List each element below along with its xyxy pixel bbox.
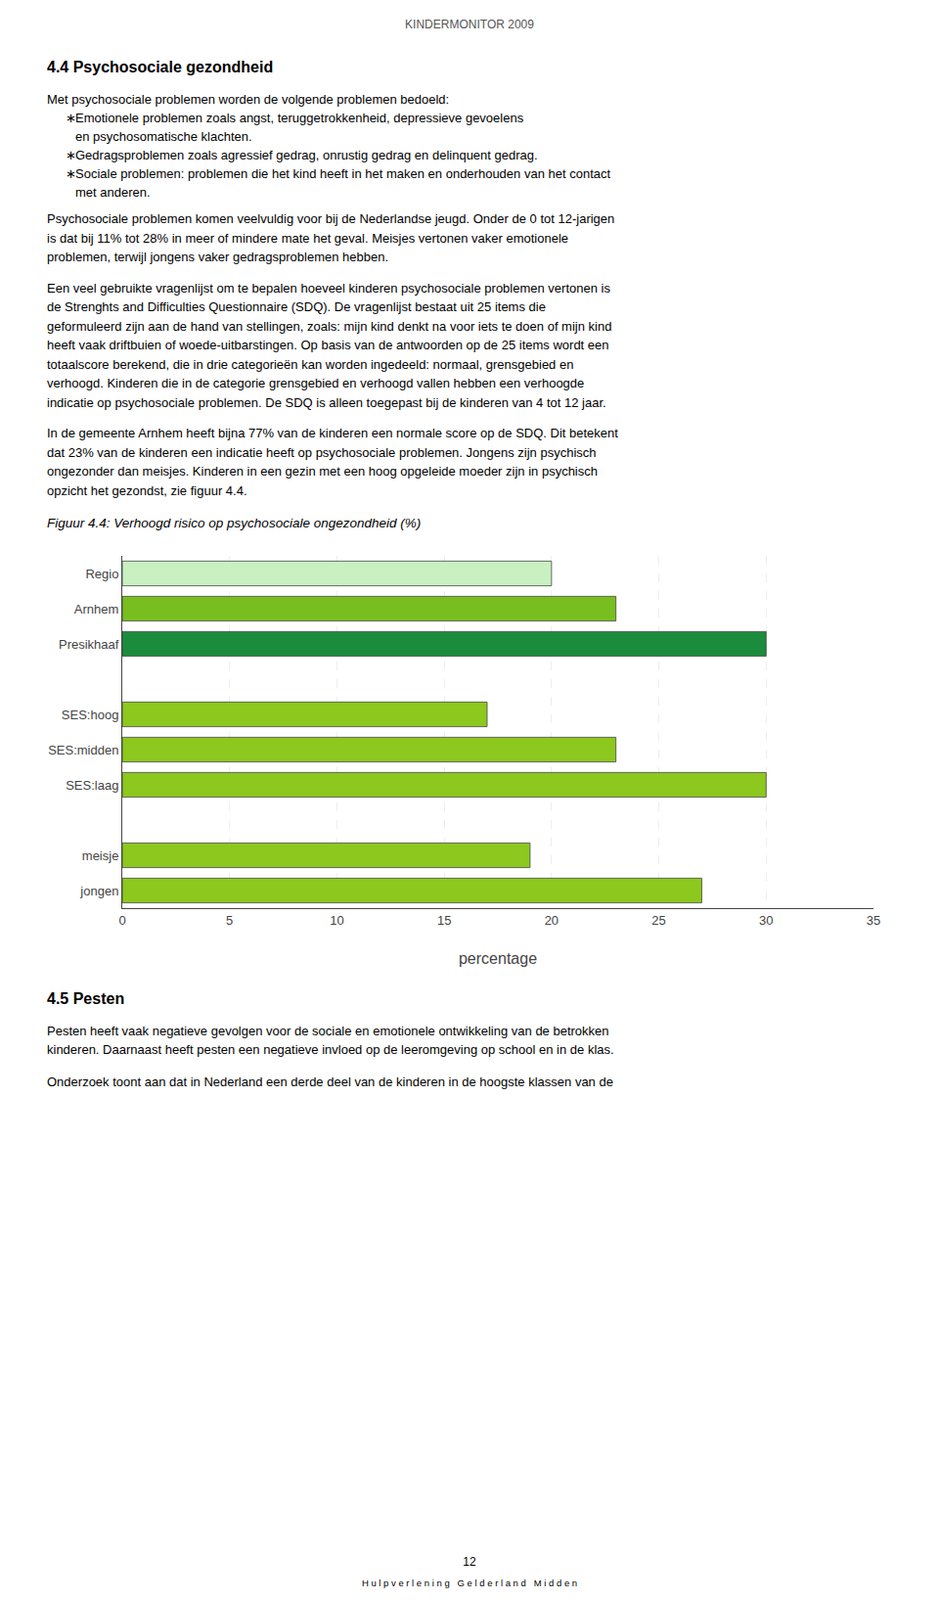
html-text:H u l p v e r l e n i n g G e: H u l p v e r l e n i n g G e l d e r l … [361, 1576, 578, 1588]
svg-text:20: 20 [544, 912, 559, 928]
svg-text:percentage: percentage [458, 949, 537, 967]
html-text:indicatie op psychosociale pro: indicatie op psychosociale problemen. De… [46, 394, 607, 410]
svg-text:meisje: meisje [82, 848, 120, 863]
html-text:∗ Sociale problemen: problemen: ∗ Sociale problemen: problemen die het k… [65, 166, 611, 181]
html-text:Onderzoek toont aan dat in Ned: Onderzoek toont aan dat in Nederland een… [46, 1073, 614, 1089]
svg-text:15: 15 [437, 912, 451, 928]
html-text:Figuur 4.4: Verhoogd risico op: Figuur 4.4: Verhoogd risico op psychosoc… [46, 515, 421, 531]
html-text:ongezonder dan meisjes. Kinder: ongezonder dan meisjes. Kinderen in een … [46, 463, 598, 479]
html-text:dat 23% van de kinderen een in: dat 23% van de kinderen een indicatie he… [46, 444, 597, 460]
svg-text:SES:laag: SES:laag [65, 777, 119, 793]
svg-text:SES:midden: SES:midden [47, 742, 119, 758]
svg-text:30: 30 [759, 912, 773, 928]
html-text:Met psychosociale problemen wo: Met psychosociale problemen worden de vo… [46, 91, 450, 107]
html-text:Psychosociale problemen komen: Psychosociale problemen komen veelvuldig… [46, 211, 615, 226]
svg-text:jongen: jongen [79, 883, 119, 898]
html-text:geformuleerd zijn aan de hand: geformuleerd zijn aan de hand van stelli… [46, 318, 612, 334]
html-text:problemen, terwijl jongens vak: problemen, terwijl jongens vaker gedrags… [46, 249, 389, 265]
html-text:met anderen.: met anderen. [75, 184, 151, 200]
html-text:12: 12 [462, 1554, 477, 1568]
html-text:4.4 Psychosociale gezondheid: 4.4 Psychosociale gezondheid [46, 58, 274, 76]
html-text:∗ Gedragsproblemen zoals agres: ∗ Gedragsproblemen zoals agressief gedra… [65, 147, 538, 163]
html-text:opzicht het gezondst, zie figu: opzicht het gezondst, zie figuur 4.4. [46, 482, 247, 498]
svg-text:SES:hoog: SES:hoog [61, 707, 120, 722]
svg-text:Regio: Regio [85, 566, 119, 582]
svg-text:35: 35 [866, 912, 881, 928]
html-text:Pesten heeft vaak negatieve ge: Pesten heeft vaak negatieve gevolgen voo… [46, 1023, 609, 1038]
html-text:kinderen. Daarnaast heeft pest: kinderen. Daarnaast heeft pesten een neg… [46, 1041, 614, 1057]
svg-text:Presikhaaf: Presikhaaf [58, 636, 120, 652]
html-text:totaalscore berekend, die in d: totaalscore berekend, die in drie catego… [46, 356, 574, 372]
svg-text:10: 10 [329, 912, 344, 928]
html-text:en psychosomatische klachten.: en psychosomatische klachten. [75, 129, 253, 144]
html-text:4.5 Pesten: 4.5 Pesten [46, 989, 125, 1007]
html-text:is dat bij 11% tot 28% in meer: is dat bij 11% tot 28% in meer of minder… [46, 230, 569, 246]
svg-text:0: 0 [118, 912, 126, 928]
html-text:KINDERMONITOR 2009: KINDERMONITOR 2009 [405, 17, 534, 32]
html-text:∗ Emotionele problemen zoals a: ∗ Emotionele problemen zoals angst, teru… [65, 110, 524, 126]
html-text:Een veel gebruikte vragenlijst: Een veel gebruikte vragenlijst om te bep… [46, 280, 611, 295]
html-text:heeft vaak driftbuien of woede: heeft vaak driftbuien of woede-uitbarsti… [46, 337, 609, 353]
html-text:verhoogd. Kinderen die in de c: verhoogd. Kinderen die in de categorie g… [46, 375, 585, 391]
svg-text:25: 25 [651, 912, 666, 928]
html-text:de Strenghts and Difficulties: de Strenghts and Difficulties Questionna… [46, 299, 546, 314]
svg-text:Arnhem: Arnhem [74, 601, 120, 617]
svg-text:5: 5 [225, 912, 233, 928]
html-text:In de gemeente Arnhem heeft bi: In de gemeente Arnhem heeft bijna 77% va… [46, 425, 619, 441]
